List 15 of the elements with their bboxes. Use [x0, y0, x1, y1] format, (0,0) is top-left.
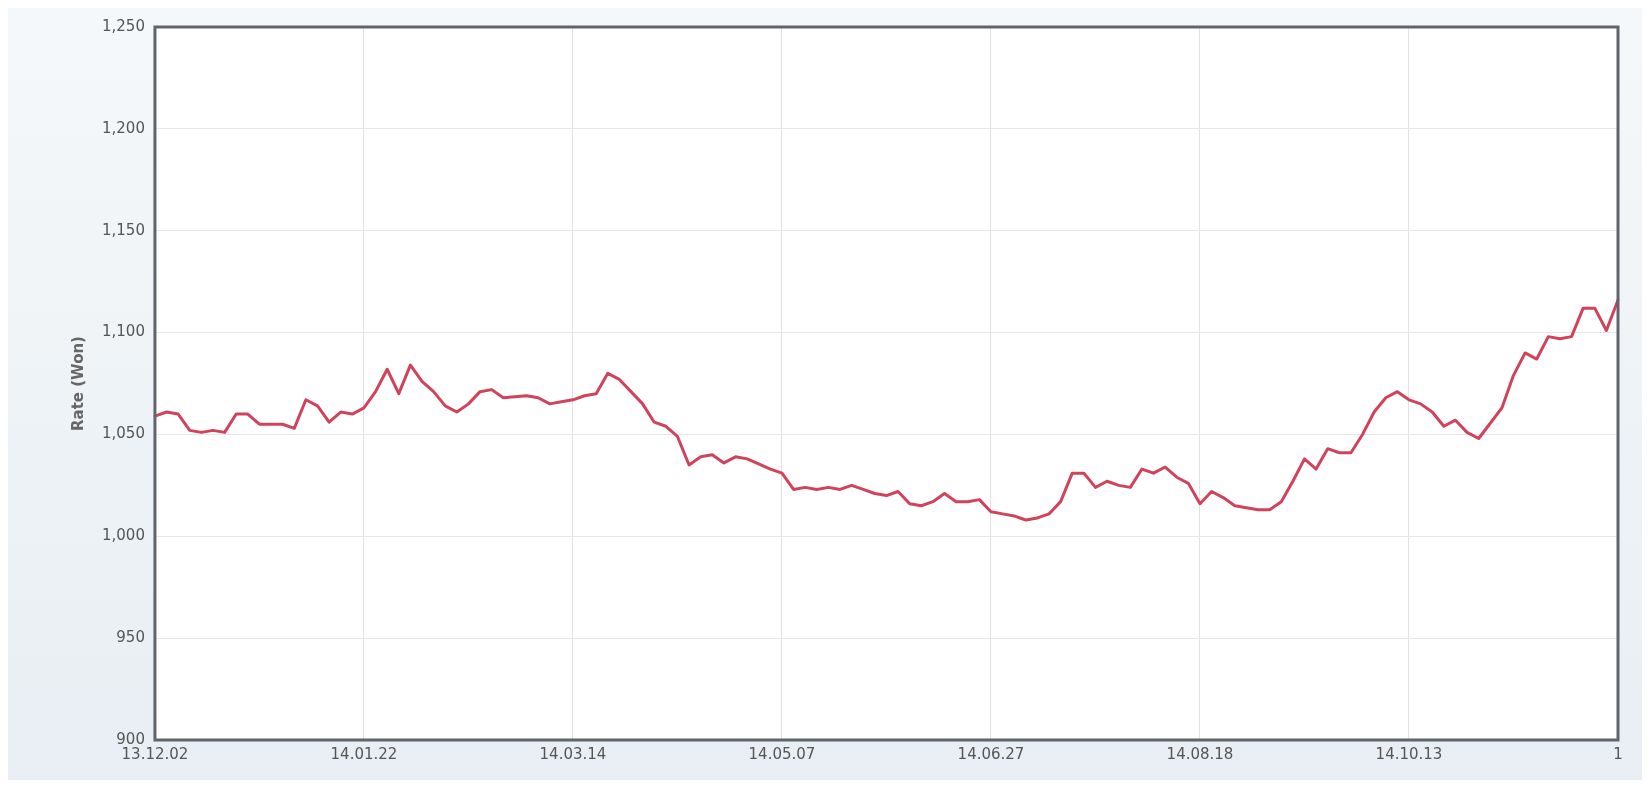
y-tick-label: 1,200	[101, 118, 145, 137]
x-tick-label: 14.01.22	[330, 744, 398, 763]
x-tick-label: 14.05.07	[748, 744, 816, 763]
x-tick-label: 1	[1613, 744, 1623, 763]
y-tick-label: 1,250	[101, 16, 145, 35]
y-tick-label: 950	[116, 628, 145, 647]
x-tick-label: 14.06.27	[957, 744, 1025, 763]
y-tick-label: 1,150	[101, 220, 145, 239]
y-axis-title: Rate (Won)	[68, 336, 87, 431]
x-tick-label: 14.10.13	[1375, 744, 1443, 763]
y-tick-label: 1,100	[101, 322, 145, 341]
y-tick-label: 1,050	[101, 424, 145, 443]
x-tick-label: 14.03.14	[539, 744, 607, 763]
x-tick-label: 14.08.18	[1166, 744, 1234, 763]
y-tick-label: 1,000	[101, 526, 145, 545]
